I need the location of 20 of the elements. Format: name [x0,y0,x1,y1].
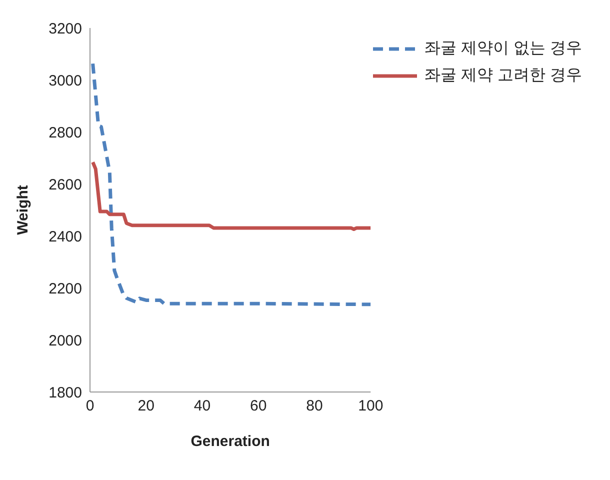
line-series [91,62,371,306]
legend-label: 좌굴 제약이 없는 경우 [424,39,582,59]
y-tick-label: 3000 [48,72,82,90]
line-series [91,160,371,231]
x-tick-label: 80 [306,398,323,415]
x-axis-title: Generation [190,433,270,450]
y-tick-label: 3200 [48,20,82,38]
y-axis-title: Weight [14,185,32,235]
y-tick-label: 2400 [48,228,82,246]
y-tick-label: 2600 [48,176,82,194]
y-tick-label: 2000 [48,332,82,350]
x-tick-label: 20 [138,398,154,415]
x-tick-label: 40 [194,398,211,415]
y-tick-label: 1800 [48,384,82,402]
x-tick-label: 60 [250,398,267,415]
x-tick-label: 100 [358,398,384,415]
y-tick-label: 2200 [48,280,82,298]
legend-label: 좌굴 제약 고려한 경우 [424,66,582,86]
x-tick-label: 0 [86,398,94,415]
y-tick-label: 2800 [48,124,82,142]
